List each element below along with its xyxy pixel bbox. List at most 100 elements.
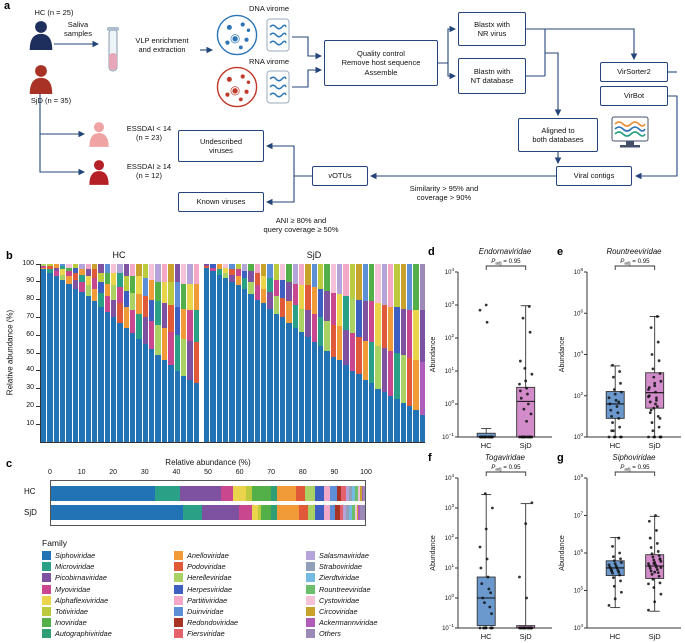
stack-segment [155,324,161,355]
stack-segment [161,281,168,304]
legend-item: Duinviridae [174,606,292,616]
significance-bracket [614,471,656,476]
panel-label-b: b [6,250,13,262]
stack-segment [98,264,104,273]
x-tick-label: 0 [48,469,52,476]
data-point [651,577,655,581]
data-point [658,372,662,375]
stack-segment [168,365,174,442]
x-tick-label: 20 [109,469,118,476]
stack-segment [229,274,235,282]
boxplot-title: Togaviridae [485,453,526,462]
data-point [479,566,483,570]
legend-family-name: Myoviridae [55,584,91,594]
data-point [652,435,656,439]
p-value-label: Padj = 0.95 [620,258,650,266]
stack-segment [305,264,311,286]
data-point [518,359,522,363]
family-legend: Family Siphoviridae Microviridae Picobirna… [6,538,430,642]
legend-family-name: Siphoviridae [55,551,96,560]
stack-segment [66,267,72,272]
y-tick-label: 108 [574,267,584,276]
stack-segment [400,264,406,309]
stack-segment [339,505,343,521]
stack-segment [419,415,425,442]
stack-segment [267,278,273,293]
legend-family-name: Duinviridae [187,606,224,616]
legend-item: Redondoviridae [174,618,292,628]
y-tick-label: 102 [445,533,455,542]
data-point [649,326,653,330]
data-point [523,366,527,370]
legend-item: Fiersviridae [174,629,292,639]
legend-column: Siphoviridae Microviridae Picobirnaviridae… [42,551,160,639]
legend-swatch [42,562,51,572]
y-tick-mark [36,316,40,318]
stack-segment [222,264,229,268]
stack-segment [142,278,149,297]
data-point [611,421,614,424]
stack-segment [330,324,337,357]
stack-segment [216,269,222,275]
data-point [653,381,657,385]
data-point [655,405,659,408]
y-tick-mark [36,370,40,372]
stack-segment [66,276,72,284]
stack-segment [413,409,419,442]
stack-segment [72,272,79,281]
stack-segment [270,505,277,521]
stack-segment [91,288,98,302]
data-point [518,389,522,393]
sample-bar [280,264,286,442]
data-point [612,576,615,580]
stack-segment [149,299,155,321]
stack-segment [47,264,53,266]
stack-segment [362,264,368,302]
stack-segment [136,313,142,339]
data-point [659,566,663,569]
legend-family-name: Picobirnaviridae [55,573,107,583]
data-point [651,555,655,559]
stack-segment [254,299,261,442]
sample-bar [117,264,123,442]
data-point [483,601,486,605]
stack-segment [381,264,387,305]
data-point [478,545,482,549]
legend-column: Salasmaviridae Straboviridae Zierdtviridae… [306,551,424,639]
data-point [484,303,488,307]
boxplot-togaviridae: 10−1 100 101 102 103 104 HC SjD Padj = 0.95 Togav… [430,453,552,641]
data-point [656,571,660,575]
stack-segment [299,308,305,332]
stack-segment [343,329,349,366]
data-point [647,386,651,389]
data-point [619,381,622,385]
legend-item: Podoviridae [174,562,292,572]
sample-bar [368,264,375,442]
stack-segment [345,485,350,501]
sample-bar [299,264,305,442]
stack-segment [324,264,330,291]
stack-segment [130,276,136,293]
stack-segment [358,485,361,501]
sample-bar [142,264,149,442]
stack-segment [276,505,299,521]
sample-bar [216,264,222,442]
stack-segment [53,276,60,442]
data-point [491,506,494,510]
legend-column: Anelloviridae Podoviridae Herelleviridae He… [174,551,292,639]
data-point [480,582,484,586]
sample-bar [149,264,155,442]
legend-family-name: Cystoviridae [319,595,360,605]
y-tick-mark [36,423,40,425]
legend-swatch [42,618,51,628]
group-label-hc: HC [112,250,126,260]
stack-segment [368,264,375,302]
data-point [610,569,614,572]
y-tick-label: 80 [26,295,34,303]
legend-swatch [174,618,183,628]
stack-segment [276,485,296,501]
stack-segment [292,264,299,284]
legend-title: Family [42,538,68,548]
stack-segment [318,264,324,289]
data-point [608,402,612,406]
